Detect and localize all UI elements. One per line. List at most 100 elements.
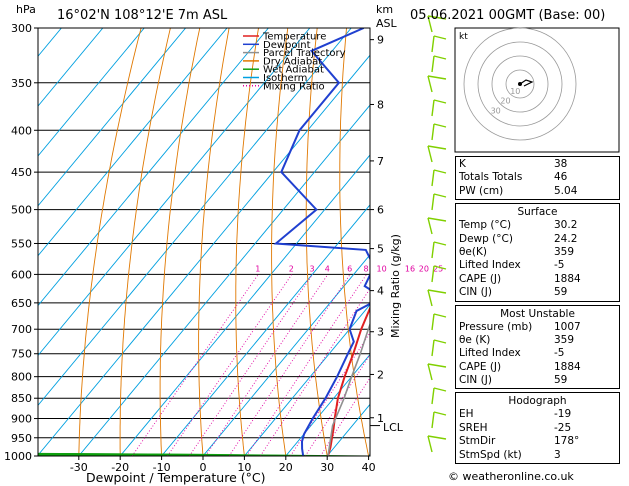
x-tick-label: -30 xyxy=(70,461,88,474)
km-tick-label: 5 xyxy=(377,243,384,256)
hodograph-ring-label: 10 xyxy=(510,87,520,96)
hodograph-ring xyxy=(463,27,577,141)
mu-cape-value: 1884 xyxy=(554,360,581,373)
mu-pressure-label: Pressure (mb) xyxy=(459,320,533,333)
mu-theta-label: θe (K) xyxy=(459,333,491,346)
wind-barb-flag xyxy=(427,289,447,294)
wet-adiabat-line xyxy=(38,452,369,456)
hpa-unit-label: hPa xyxy=(16,3,36,16)
mixing-ratio-label: 16 xyxy=(405,264,415,273)
mixing-ratio-label: 6 xyxy=(347,264,352,273)
pw-value: 5.04 xyxy=(554,184,578,197)
most-unstable-box: Most Unstable Pressure (mb) 1007 θe (K) 35… xyxy=(455,304,620,390)
wind-barb-staff xyxy=(427,15,433,33)
datetime-label: 05.06.2021 00GMT (Base: 00) xyxy=(410,8,606,23)
mu-cin-value: 59 xyxy=(554,374,568,387)
mixing-ratio-label: 10 xyxy=(376,264,386,273)
dry-adiabat-line xyxy=(159,28,201,456)
hodograph-storm-marker xyxy=(518,82,522,86)
mu-cin-label: CIN (J) xyxy=(459,374,492,387)
wind-barb-staff xyxy=(431,387,435,405)
pressure-tick-label: 1000 xyxy=(4,450,32,463)
copyright-link[interactable]: © weatheronline.co.uk xyxy=(448,470,574,483)
surface-dewp-value: 24.2 xyxy=(554,232,578,245)
km-tick-label: 2 xyxy=(377,368,384,381)
totals-totals-value: 46 xyxy=(554,171,568,184)
legend-entry-label: Wet Adiabat xyxy=(263,65,324,76)
plot-frame xyxy=(37,27,371,457)
dry-adiabat-line xyxy=(235,28,259,456)
wind-barb-flag xyxy=(433,123,447,128)
wind-barb-flag xyxy=(433,339,447,344)
wind-barb-staff xyxy=(431,411,435,429)
totals-totals-label: Totals Totals xyxy=(459,171,523,184)
eh-label: EH xyxy=(459,408,474,421)
mu-pressure-value: 1007 xyxy=(554,320,581,333)
surface-theta-label: θe(K) xyxy=(459,245,487,258)
pressure-tick-label: 900 xyxy=(11,413,32,426)
legend-entry-label: Dewpoint xyxy=(263,40,311,51)
legend-entry-label: Mixing Ratio xyxy=(263,81,325,92)
x-tick-label: 10 xyxy=(237,461,251,474)
isotherm-line xyxy=(38,28,62,57)
pressure-tick-label: 650 xyxy=(11,297,32,310)
wind-barb-staff xyxy=(431,265,435,283)
x-axis-title: Dewpoint / Temperature (°C) xyxy=(86,470,266,485)
mu-li-value: -5 xyxy=(554,347,565,360)
hodograph-stats-title: Hodograph xyxy=(508,395,567,408)
mixing-ratio-label: 25 xyxy=(433,264,443,273)
surface-cin-value: 59 xyxy=(554,286,568,299)
legend-entry-label: Dry Adiabat xyxy=(263,56,322,67)
surface-cin-label: CIN (J) xyxy=(459,286,492,299)
pressure-tick-label: 950 xyxy=(11,432,32,445)
wind-barb-flag xyxy=(433,193,447,198)
surface-li-label: Lifted Index xyxy=(459,259,521,272)
wind-barb-staff xyxy=(427,145,433,163)
hodograph-ring-label: 20 xyxy=(500,97,510,106)
wind-barb-staff xyxy=(427,435,433,453)
mu-cape-label: CAPE (J) xyxy=(459,360,502,373)
isotherm-line xyxy=(243,303,370,456)
legend-entry-label: Parcel Trajectory xyxy=(263,48,346,59)
pressure-tick-label: 700 xyxy=(11,323,32,336)
stmspd-label: StmSpd (kt) xyxy=(459,448,522,461)
x-tick-label: -10 xyxy=(153,461,171,474)
mixing-ratio-line xyxy=(167,274,293,456)
hodograph-ring-label: 30 xyxy=(491,106,501,115)
mixing-ratio-label: 8 xyxy=(363,264,368,273)
hodograph-ring xyxy=(491,55,549,113)
stability-indices-box: K 38 Totals Totals 46 PW (cm) 5.04 xyxy=(455,156,620,201)
wind-barb-staff xyxy=(431,313,435,331)
isotherm-line xyxy=(38,54,370,456)
isotherm-line xyxy=(38,28,352,407)
dry-adiabat-line xyxy=(271,28,289,456)
sreh-label: SREH xyxy=(459,421,488,434)
lcl-label: LCL xyxy=(383,421,403,434)
wind-barb-flag xyxy=(433,99,447,104)
wind-barb-flag xyxy=(433,169,447,174)
wind-barb-flag xyxy=(427,363,447,368)
surface-box: Surface Temp (°C) 30.2 Dewp (°C) 24.2 θe(K… xyxy=(455,203,620,302)
wind-barb-flag xyxy=(433,55,447,60)
wind-barbs xyxy=(427,15,447,453)
wind-barb-flag xyxy=(433,265,447,270)
km-tick-label: 7 xyxy=(377,155,384,168)
hodograph-unit-label: kt xyxy=(459,32,468,42)
location-label: 16°02'N 108°12'E 7m ASL xyxy=(57,8,228,23)
x-tick-label: -20 xyxy=(111,461,129,474)
mu-li-label: Lifted Index xyxy=(459,347,521,360)
isotherm-line xyxy=(38,28,228,257)
hodograph-ring xyxy=(505,69,535,99)
hodograph-stats-box: Hodograph EH -19 SREH -25 StmDir 178° StmSp… xyxy=(455,392,620,465)
km-tick-label: 6 xyxy=(377,204,384,217)
x-tick-label: 20 xyxy=(279,461,293,474)
axes: 1 2 3 4 6 8 10 16 20 2530035040045050055060065070… xyxy=(4,22,443,474)
wind-barb-staff xyxy=(427,217,433,235)
mu-theta-value: 359 xyxy=(554,333,575,346)
mixing-ratio-axis-title: Mixing Ratio (g/kg) xyxy=(389,234,402,338)
mixing-ratio-label: 20 xyxy=(419,264,429,273)
legend-entry-label: Isotherm xyxy=(263,73,307,84)
legend-entry-label: Temperature xyxy=(262,32,326,43)
